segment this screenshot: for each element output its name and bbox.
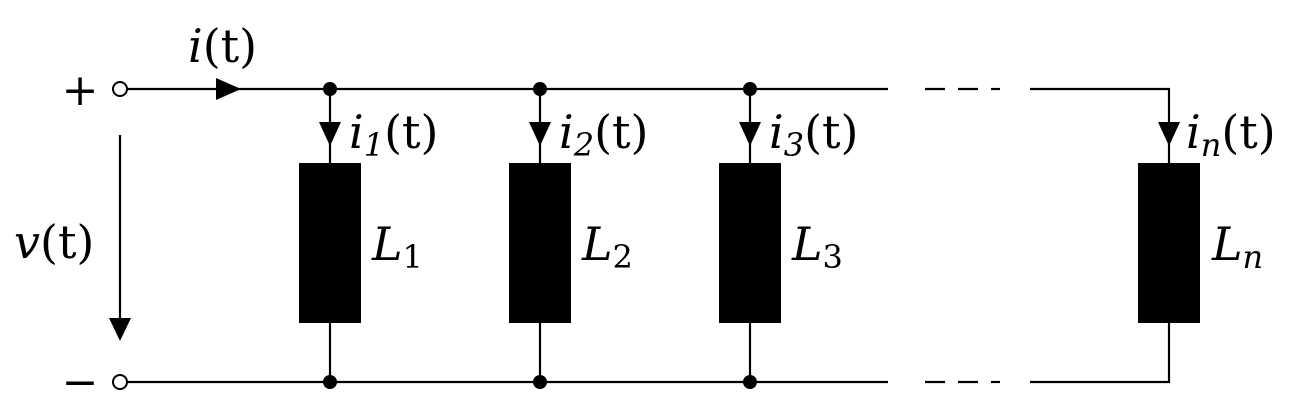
plus-terminal-sign: + xyxy=(62,65,99,116)
branch-current-arrow xyxy=(319,122,341,146)
branch-3: i3(t) L3 xyxy=(719,82,858,389)
source-current-arrow xyxy=(216,78,241,100)
branch-current-label: i1(t) xyxy=(349,105,438,164)
inductor-L3 xyxy=(719,163,781,323)
minus-terminal-sign: − xyxy=(62,357,99,408)
voltage-label: v(t) xyxy=(14,215,94,269)
top-rail-end xyxy=(1030,87,1171,125)
branch-current-arrow xyxy=(529,122,551,146)
branch-2: i2(t) L2 xyxy=(509,82,648,389)
bottom-terminal xyxy=(112,374,128,390)
inductor-L1 xyxy=(299,163,361,323)
branch-n: in(t) Ln xyxy=(1138,105,1276,323)
bottom-rail-end xyxy=(1030,322,1171,384)
source-current-label: i(t) xyxy=(188,19,257,73)
branch-1: i1(t) L1 xyxy=(299,82,438,389)
voltage-arrow-head xyxy=(109,318,131,341)
top-terminal xyxy=(112,81,128,97)
inductor-L2 xyxy=(509,163,571,323)
branch-current-label: i3(t) xyxy=(769,105,858,164)
inductor-label: L2 xyxy=(581,217,633,276)
branch-current-label: in(t) xyxy=(1186,105,1276,164)
branch-current-label: i2(t) xyxy=(559,105,648,164)
inductor-label: L1 xyxy=(371,217,423,276)
inductor-label: Ln xyxy=(1211,217,1263,276)
inductor-Ln xyxy=(1138,163,1200,323)
inductor-label: L3 xyxy=(791,217,843,276)
branch-current-arrow xyxy=(739,122,761,146)
